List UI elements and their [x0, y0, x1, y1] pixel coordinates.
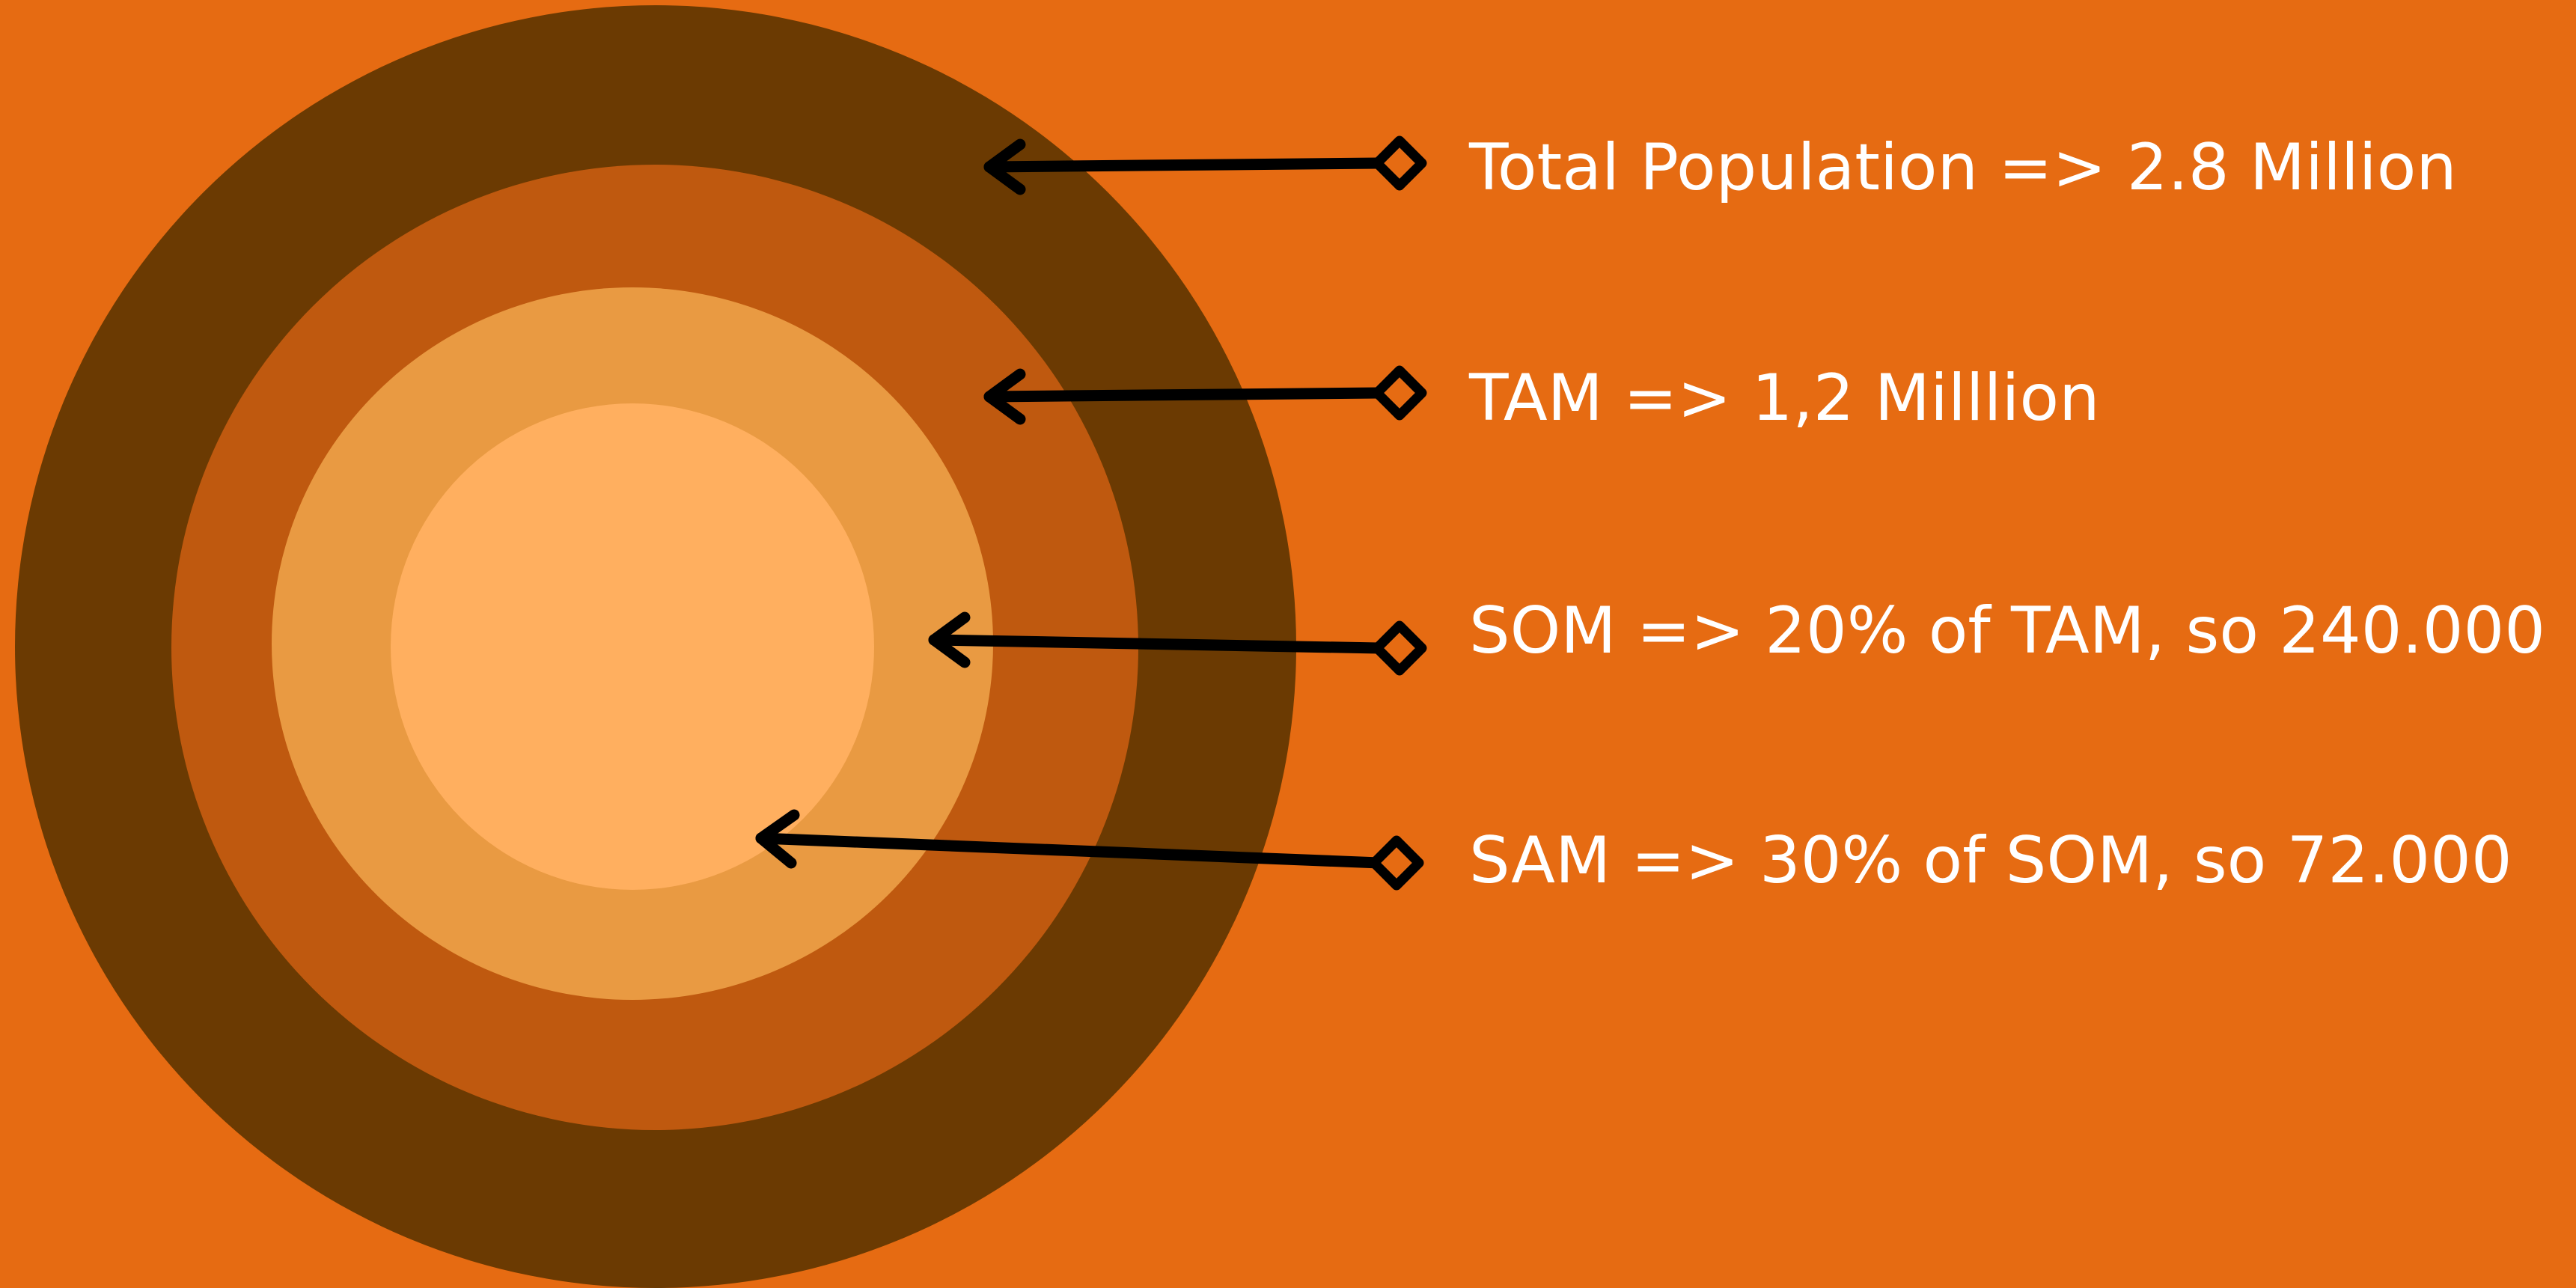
arrowhead-icon	[755, 809, 800, 869]
arrowhead-icon	[983, 138, 1026, 195]
label-tam: TAM => 1,2 Milllion	[1468, 361, 2100, 436]
connector-line	[755, 832, 1385, 869]
connector-som	[928, 611, 1427, 676]
labels-group: Total Population => 2.8 Million TAM => 1…	[1468, 130, 2545, 898]
arrowhead-icon	[928, 611, 971, 668]
rings-group	[15, 5, 1296, 1288]
label-sam: SAM => 30% of SOM, so 72.000	[1469, 823, 2512, 898]
label-som: SOM => 20% of TAM, so 240.000	[1469, 593, 2545, 668]
connector-total-population	[983, 135, 1427, 195]
connector-line	[983, 387, 1385, 403]
diamond-icon	[1372, 135, 1427, 191]
connector-tam	[983, 365, 1427, 425]
connector-line	[983, 157, 1385, 173]
connector-line	[928, 634, 1385, 654]
diamond-icon	[1372, 620, 1427, 676]
connector-sam	[755, 809, 1424, 891]
label-total-population: Total Population => 2.8 Million	[1468, 130, 2457, 205]
arrowhead-icon	[983, 368, 1026, 425]
diamond-icon	[1369, 835, 1424, 891]
ring-som	[391, 403, 874, 890]
diamond-icon	[1372, 365, 1427, 421]
